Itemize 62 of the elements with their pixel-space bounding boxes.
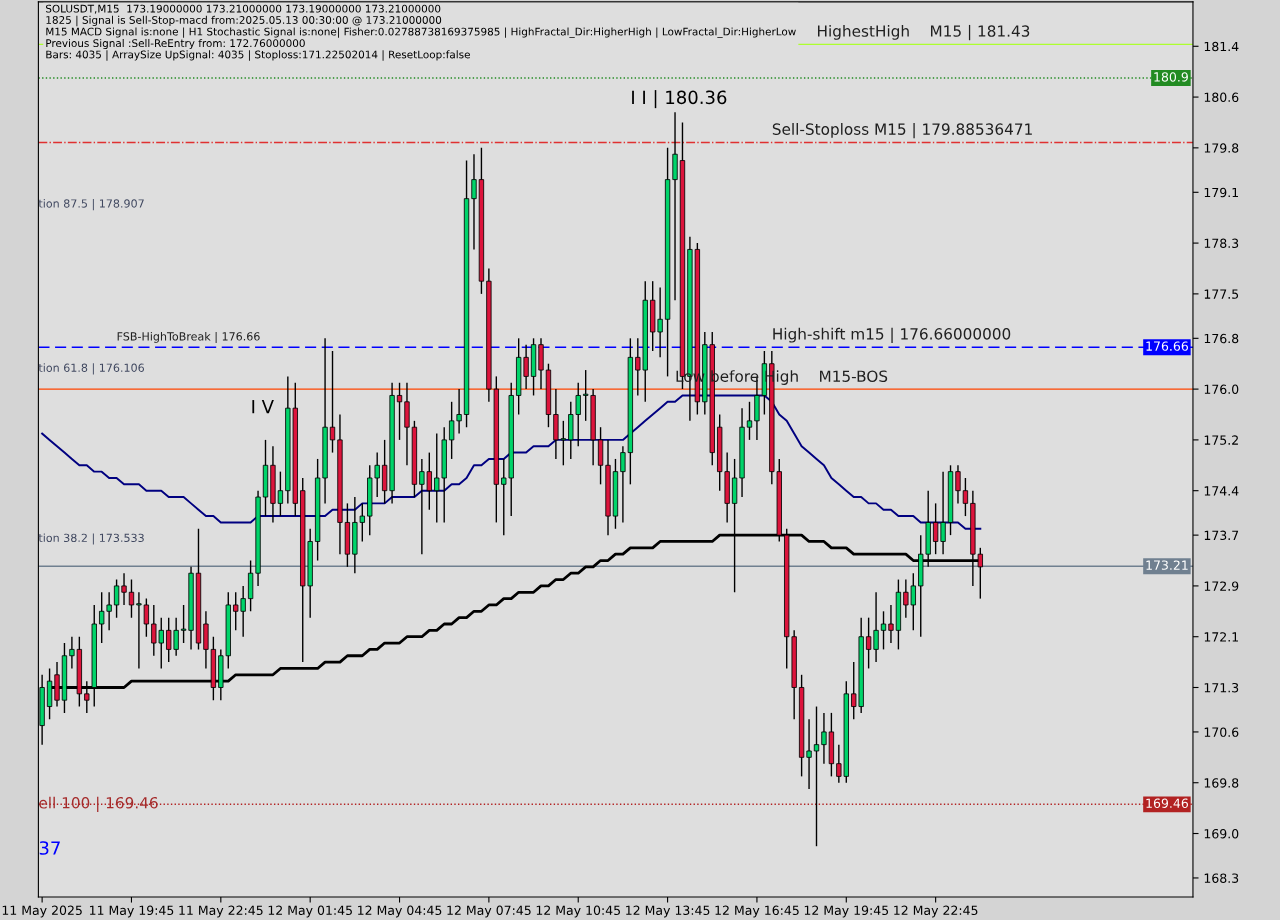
ref-line-label: 180.9	[1154, 72, 1188, 82]
x-tick-label: 11 May 2025	[2, 905, 82, 918]
y-tick-label: 170.6	[1204, 727, 1239, 737]
candlestick	[121, 572, 127, 606]
annotation: tion 87.5 | 178.907	[38, 199, 144, 211]
x-tick-label: 12 May 04:45	[358, 905, 442, 918]
candlestick	[277, 470, 284, 517]
annotation: Sell-Stoploss M15 | 179.88536471	[772, 123, 1032, 139]
candlestick	[813, 705, 820, 847]
candlestick	[396, 382, 403, 441]
chart-title: SOLUSDT,M15 173.19000000 173.21000000 173.19000000 173.21000000	[46, 4, 441, 14]
ref-line-label: 176.66	[1146, 341, 1189, 351]
y-tick-label: 177.5	[1204, 289, 1239, 299]
y-tick-label: 168.3	[1204, 873, 1239, 883]
y-tick-label: 173.7	[1204, 530, 1239, 541]
x-tick-label: 12 May 07:45	[447, 905, 531, 918]
candlestick	[880, 610, 887, 651]
annotation: High-shift m15 | 176.66000000	[773, 327, 1011, 344]
annotation: HighestHigh M15 | 181.43	[818, 24, 1030, 41]
y-tick-label: 171.3	[1204, 682, 1239, 693]
x-tick-label: 11 May 19:45	[89, 905, 174, 918]
annotation: I I | 180.36	[632, 90, 727, 109]
y-tick-label: 169.0	[1204, 828, 1239, 839]
candlestick	[955, 464, 961, 505]
annotation: FSB-HighToBreak | 176.66	[117, 331, 260, 344]
candlestick	[180, 604, 187, 644]
candlestick	[888, 604, 894, 644]
y-tick-label: 179.8	[1204, 143, 1239, 153]
ref-line-label: 169.46	[1146, 798, 1189, 808]
y-tick-label: 180.6	[1204, 92, 1239, 102]
annotation: tion 61.8 | 176.106	[38, 363, 145, 375]
y-tick-label: 176.8	[1204, 333, 1239, 344]
y-tick-label: 174.4	[1204, 486, 1239, 496]
y-tick-label: 175.2	[1204, 435, 1238, 445]
y-tick-label: 176.0	[1204, 384, 1239, 395]
x-tick-label: 12 May 01:45	[268, 905, 352, 918]
annotation: tion 38.2 | 173.533	[38, 533, 144, 545]
y-tick-label: 172.1	[1204, 632, 1239, 642]
x-tick-label: 11 May 22:45	[179, 905, 263, 918]
candlestick	[113, 578, 120, 619]
candlestick	[128, 578, 135, 619]
x-tick-label: 12 May 19:45	[804, 905, 889, 918]
x-tick-label: 12 May 10:45	[536, 905, 620, 918]
x-tick-label: 12 May 22:45	[894, 905, 978, 918]
text: 1825 | Signal is Sell-Stop-macd from:2025.05.13 00:30:00 @ 173.21000000 M15 MACD Signal is:none | H1 Stochastic Signal is:none| Fisher:0.02788738169375985 | HighFractal_Dir:HigherHigh | LowFractal_Dir:HigherLow Previous Signal :Sell-ReEntry from: 172.76000000 Bars: 4035 | ArraySize UpSignal: 4035 | Stoploss:171.22502014 | ResetLoop:false	[46, 15, 796, 61]
x-tick-label: 12 May 16:45	[715, 905, 799, 918]
y-tick-label: 172.9	[1204, 581, 1239, 591]
annotation: ell 100 | 169.46	[39, 796, 158, 812]
x-tick-label: 12 May 13:45	[626, 905, 710, 918]
annotation: I V	[252, 400, 274, 414]
candlestick	[806, 718, 812, 790]
candlestick	[471, 153, 477, 251]
y-tick-label: 181.4	[1204, 41, 1239, 52]
candlestick	[746, 401, 753, 441]
ref-line-label: 173.21	[1146, 560, 1188, 570]
annotation: 37	[39, 841, 60, 855]
candlestick	[962, 477, 969, 517]
candlestick	[329, 350, 336, 454]
y-tick-label: 169.8	[1204, 778, 1239, 788]
y-tick-label: 178.3	[1204, 238, 1239, 249]
candlestick	[821, 712, 827, 765]
y-tick-label: 179.1	[1204, 187, 1239, 198]
